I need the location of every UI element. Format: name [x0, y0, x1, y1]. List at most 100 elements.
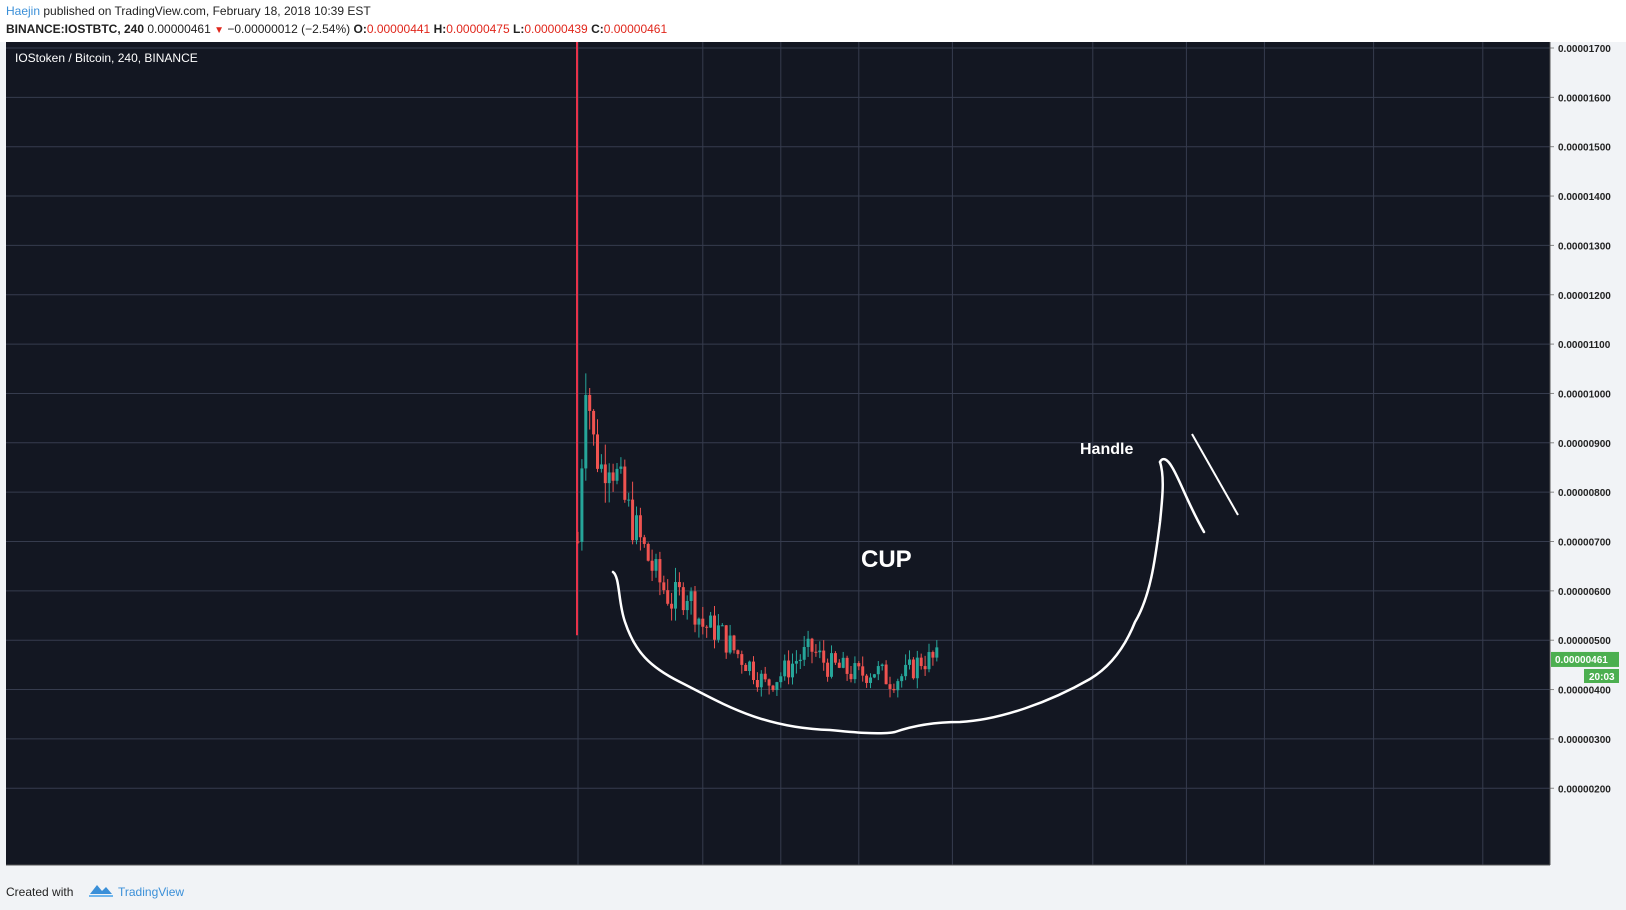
candle-body — [584, 394, 588, 469]
candle-body — [830, 653, 833, 677]
candle-body — [720, 625, 724, 627]
y-tick-label: 0.00000200 — [1558, 784, 1611, 795]
candle-body — [693, 591, 697, 625]
y-tick-label: 0.00001200 — [1558, 291, 1611, 302]
candle-body — [802, 647, 806, 660]
x-tick-label: 26 — [1477, 872, 1489, 873]
x-tick-label: Mar — [1083, 872, 1103, 873]
close-value: 0.00000461 — [603, 22, 668, 36]
candle-body — [787, 660, 791, 678]
chart-background — [6, 42, 1550, 865]
chart-title: IOStoken / Bitcoin, 240, BINANCE — [15, 51, 198, 65]
candle-body — [896, 681, 900, 691]
candle-body — [615, 468, 619, 481]
candle-body — [716, 625, 720, 640]
candle-body — [677, 582, 681, 588]
candle-body — [876, 666, 880, 675]
candle-body — [810, 638, 814, 652]
candle-body — [779, 676, 783, 683]
candle-body — [744, 664, 748, 672]
last-price-tag-label: 0.00000461 — [1555, 655, 1608, 666]
chart-header: Haejin published on TradingView.com, Feb… — [0, 0, 1626, 42]
low-label: L: — [513, 22, 525, 36]
candle-body — [728, 635, 732, 653]
handle-slash-line — [1191, 433, 1239, 516]
candle-body — [837, 662, 841, 668]
x-tick-label: 15:00 — [1172, 872, 1200, 873]
y-tick-label: 0.00000400 — [1558, 686, 1611, 697]
candle-body — [904, 664, 908, 677]
candle-body — [845, 657, 849, 674]
candle-body — [627, 499, 631, 501]
candle-body — [642, 537, 646, 544]
price-change: −0.00000012 (−2.54%) — [227, 22, 351, 36]
candle-body — [755, 679, 759, 688]
candle-body — [771, 685, 775, 691]
candle-body — [908, 659, 911, 665]
candle-body — [794, 661, 798, 664]
created-with-text: Created with — [6, 885, 74, 899]
candle-body — [588, 394, 592, 411]
candle-body — [927, 652, 931, 670]
y-tick-label: 0.00001600 — [1558, 93, 1611, 104]
candle-body — [861, 666, 865, 676]
candle-body — [662, 582, 666, 591]
cup-curve — [611, 460, 1164, 735]
candle-body — [732, 635, 736, 651]
candle-body — [915, 657, 919, 679]
candle-body — [763, 673, 767, 680]
footer: Created with TradingView — [0, 873, 1626, 910]
y-tick-label: 0.00000500 — [1558, 636, 1611, 647]
candle-body — [724, 625, 728, 653]
candle-body — [674, 582, 677, 609]
symbol-label: BINANCE:IOSTBTC, 240 — [6, 22, 145, 36]
x-tick-label: 24 — [572, 872, 585, 873]
x-tick-label: 19 — [946, 872, 958, 873]
candle-body — [619, 466, 623, 469]
down-arrow-icon: ▼ — [214, 25, 225, 36]
y-tick-label: 0.00000800 — [1558, 488, 1611, 499]
candle-body — [596, 434, 599, 469]
author-link[interactable]: Haejin — [6, 4, 41, 18]
candle-body — [849, 673, 853, 680]
x-tick-label: 19 — [1367, 872, 1379, 873]
candle-body — [631, 499, 635, 541]
candle-body — [654, 559, 658, 571]
candle-body — [872, 674, 876, 678]
candle-body — [900, 676, 904, 682]
candle-body — [923, 666, 927, 670]
y-tick-label: 0.00001100 — [1558, 340, 1611, 351]
candle-body — [713, 615, 716, 640]
candle-body — [798, 659, 802, 662]
candle-body — [638, 515, 642, 538]
candle-body — [697, 618, 701, 625]
handle-label: Handle — [1080, 441, 1133, 458]
countdown-tag-bg — [1584, 669, 1619, 683]
candle-body — [670, 603, 674, 609]
open-label: O: — [353, 22, 367, 36]
candle-body — [658, 559, 662, 583]
candle-body — [919, 657, 923, 667]
candle-body — [685, 600, 689, 611]
candle-body — [841, 657, 845, 668]
candle-body — [759, 673, 763, 688]
y-tick-label: 0.00001500 — [1558, 143, 1611, 154]
tradingview-link[interactable]: TradingView — [118, 885, 185, 899]
high-label: H: — [433, 22, 447, 36]
price-chart[interactable]: 24 Feb 07:00 12 19 Mar 15:00 12 19 26 Ap 0.0000170… — [0, 42, 1626, 873]
last-price-tag-bg — [1551, 651, 1619, 667]
candle-body — [853, 663, 857, 680]
x-tick-label: 12 — [853, 872, 865, 873]
last-price-tag: 0.00000461 20:03 — [1551, 651, 1619, 683]
close-label: C: — [591, 22, 604, 36]
x-tick-label: Ap — [1539, 872, 1554, 873]
tradingview-logo-icon[interactable] — [88, 882, 114, 898]
cup-label: CUP — [861, 546, 912, 573]
y-tick-label: 0.00001400 — [1558, 192, 1611, 203]
candle-body — [576, 541, 580, 543]
candle-body — [833, 653, 837, 663]
low-value: 0.00000439 — [524, 22, 588, 36]
ohlc-bar: BINANCE:IOSTBTC, 240 0.00000461 ▼ −0.000… — [6, 22, 667, 36]
candle-body — [869, 677, 872, 683]
candle-body — [857, 663, 861, 667]
